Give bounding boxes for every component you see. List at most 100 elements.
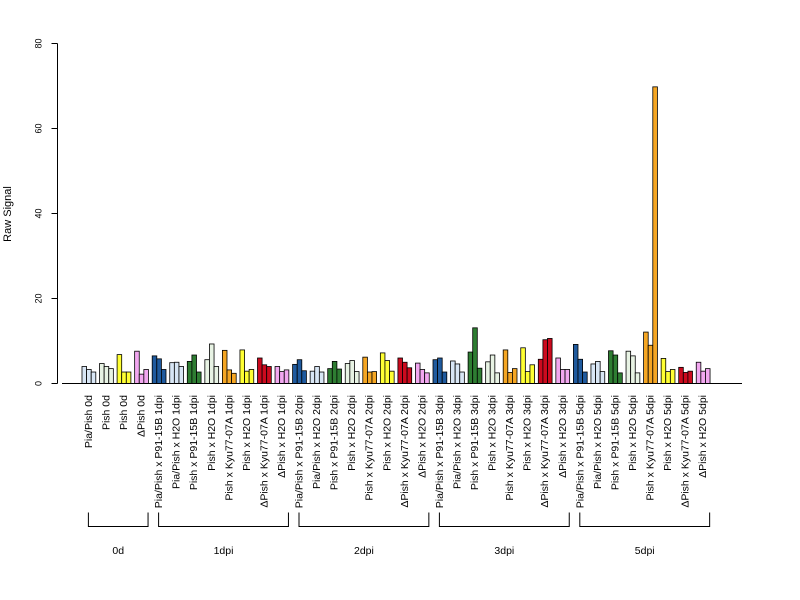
category-label: Pish x H2O 3dpi — [522, 395, 534, 471]
bar — [296, 359, 303, 384]
bar — [196, 371, 202, 384]
bar — [116, 354, 123, 384]
bar — [279, 371, 285, 384]
group-label: 0d — [112, 545, 124, 557]
bar — [257, 357, 263, 384]
category-label: Pish x P91-15B 5dpi — [609, 395, 621, 490]
bar — [156, 358, 162, 384]
bar — [389, 370, 395, 384]
category-label: Pish x H2O 2dpi — [381, 395, 393, 471]
category-label: ΔPish x Kyu77-07A 1dpi — [258, 395, 270, 508]
category-label: Pish x H2O 2dpi — [346, 395, 358, 471]
category-label: Pia/Pish 0d — [83, 395, 95, 448]
bar — [204, 359, 210, 384]
bar — [173, 361, 180, 384]
category-label: ΔPish x H2O 2dpi — [416, 395, 428, 478]
bar — [630, 355, 636, 384]
category-labels: Pia/Pish 0d Pish 0d Pish 0d ΔPish 0d Pia/Pis… — [83, 395, 709, 508]
bar — [169, 362, 175, 384]
bar — [424, 372, 430, 384]
category-label: Pish x P91-15B 2dpi — [329, 395, 341, 490]
y-tick-label: 80 — [34, 38, 44, 48]
bar — [213, 366, 220, 384]
bar — [354, 371, 360, 384]
y-axis-title: Raw Signal — [2, 186, 14, 242]
bar — [406, 367, 413, 384]
category-label: Pia/Pish x H2O 2dpi — [311, 395, 323, 489]
bar — [86, 369, 92, 384]
bar — [244, 370, 250, 384]
bar — [524, 371, 531, 384]
bar — [283, 369, 290, 384]
bar — [647, 344, 654, 384]
bar — [625, 350, 632, 384]
bar — [599, 371, 606, 384]
bar — [529, 364, 535, 384]
bar — [292, 363, 298, 384]
bar — [512, 368, 518, 384]
bar — [590, 363, 596, 384]
y-axis: 0 20 40 60 80 — [34, 38, 58, 386]
bar — [143, 369, 149, 384]
bar — [121, 371, 127, 384]
category-label: Pish x Kyu77-07A 2dpi — [364, 395, 376, 501]
bar — [582, 371, 588, 384]
bar — [678, 366, 684, 384]
bar — [507, 372, 513, 384]
category-label: Pish x H2O 5dpi — [662, 395, 674, 471]
bar — [595, 360, 601, 384]
bar — [467, 351, 474, 384]
group-bracket — [579, 512, 711, 527]
bar — [239, 349, 245, 384]
bar — [687, 370, 693, 384]
bar — [327, 368, 333, 384]
bar — [191, 354, 197, 384]
bar — [441, 371, 448, 384]
bar — [705, 368, 711, 384]
bar — [560, 369, 566, 384]
group-bracket — [87, 512, 149, 527]
category-label: Pia/Pish x P91-15B 2dpi — [294, 395, 306, 508]
category-label: ΔPish x Kyu77-07A 5dpi — [680, 395, 692, 508]
bar — [419, 369, 426, 384]
bar — [682, 372, 689, 384]
bar — [402, 361, 408, 384]
group-label: 3dpi — [494, 545, 514, 557]
bar — [103, 366, 110, 384]
group-brackets: 0d 1dpi 2dpi 3dpi 5dpi — [87, 512, 711, 557]
category-label: Pish x H2O 5dpi — [627, 395, 639, 471]
bar — [564, 369, 571, 384]
category-label: ΔPish 0d — [136, 395, 148, 437]
category-label: Pish x Kyu77-07A 5dpi — [645, 395, 657, 501]
category-label: ΔPish x H2O 3dpi — [557, 395, 569, 478]
bar — [81, 366, 87, 384]
bar — [344, 363, 351, 384]
bar — [437, 357, 443, 384]
category-label: Pia/Pish x H2O 3dpi — [451, 395, 463, 489]
bar — [99, 363, 105, 384]
category-label: Pia/Pish x H2O 1dpi — [171, 395, 183, 489]
bar — [542, 339, 548, 384]
bar — [261, 364, 268, 384]
category-label: Pish x H2O 3dpi — [487, 395, 499, 471]
category-label: Pish x Kyu77-07A 1dpi — [223, 395, 235, 501]
group-bracket — [438, 512, 570, 527]
bar — [309, 370, 316, 384]
bar — [209, 343, 215, 384]
group-label: 1dpi — [214, 545, 234, 557]
group-label: 5dpi — [635, 545, 655, 557]
bar — [669, 369, 676, 384]
bar — [336, 368, 342, 384]
bar — [459, 371, 465, 384]
y-tick-label: 0 — [34, 381, 44, 386]
y-tick-label: 60 — [34, 123, 44, 133]
bar — [502, 349, 509, 384]
category-label: ΔPish x Kyu77-07A 2dpi — [399, 395, 411, 508]
bar — [415, 362, 421, 384]
y-tick-label: 20 — [34, 293, 44, 303]
group-bracket — [298, 512, 430, 527]
bar — [221, 349, 228, 384]
bar — [178, 366, 184, 384]
bar — [555, 357, 561, 384]
